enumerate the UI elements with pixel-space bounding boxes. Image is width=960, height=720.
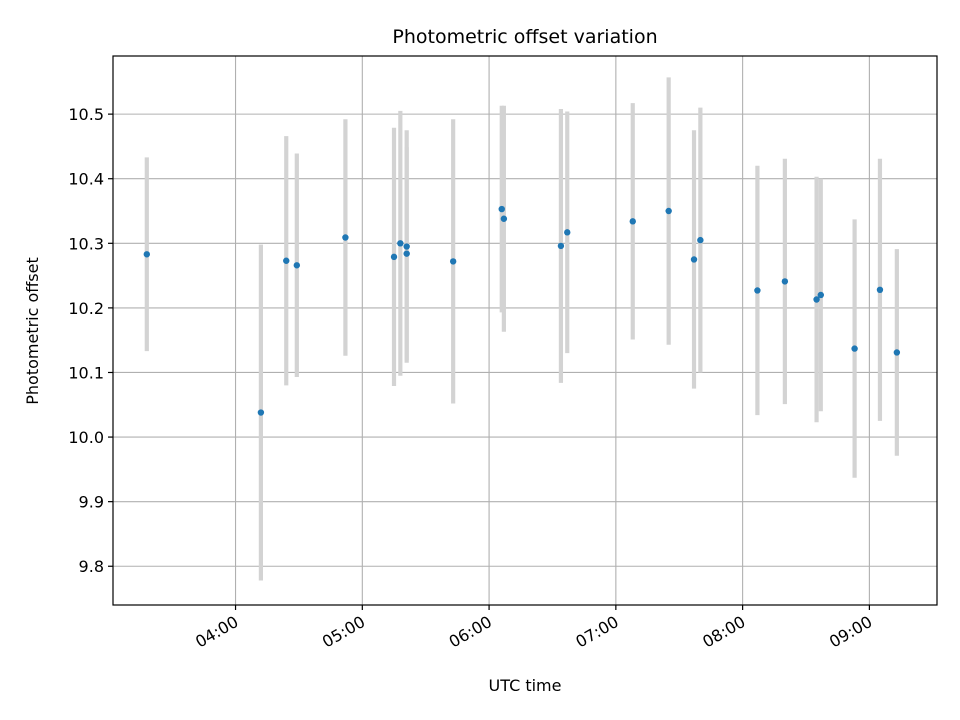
data-point xyxy=(851,345,858,352)
data-point xyxy=(283,257,290,264)
plot-frame xyxy=(112,55,938,606)
data-point xyxy=(397,240,404,247)
data-point xyxy=(403,243,410,250)
y-tick-label: 10.5 xyxy=(68,105,104,124)
data-point xyxy=(143,251,151,258)
data-point xyxy=(697,236,704,244)
data-point xyxy=(557,242,565,250)
grid xyxy=(113,56,937,605)
data-point xyxy=(342,234,349,241)
chart-title: Photometric offset variation xyxy=(392,26,657,48)
data-point xyxy=(893,349,901,356)
y-tick-label: 9.8 xyxy=(79,557,104,576)
y-tick-label: 10.3 xyxy=(68,234,104,253)
data-point xyxy=(781,278,789,285)
data-point xyxy=(293,262,301,269)
data-point xyxy=(498,205,505,213)
y-tick-label: 10.2 xyxy=(68,299,104,318)
data-point xyxy=(500,215,508,222)
data-point xyxy=(629,218,636,225)
data-point xyxy=(813,296,820,303)
y-axis: 9.8 9.9 10.0 10.1 10.2 10.3 10.4 10.5 xyxy=(68,105,113,576)
data-point xyxy=(754,287,761,294)
data-markers xyxy=(143,205,901,416)
data-point xyxy=(390,253,398,261)
data-point xyxy=(564,229,571,236)
data-point xyxy=(257,409,265,416)
data-point xyxy=(403,250,410,257)
y-tick-label: 10.0 xyxy=(68,428,104,447)
y-tick-label: 9.9 xyxy=(79,493,104,512)
x-axis-label: UTC time xyxy=(489,676,562,695)
data-point xyxy=(690,256,698,263)
data-point xyxy=(876,286,884,294)
y-axis-label: Photometric offset xyxy=(23,257,42,405)
data-point xyxy=(817,291,824,299)
y-tick-label: 10.4 xyxy=(68,170,104,189)
y-tick-label: 10.1 xyxy=(68,363,104,382)
data-point xyxy=(665,207,672,215)
data-point xyxy=(449,258,457,265)
